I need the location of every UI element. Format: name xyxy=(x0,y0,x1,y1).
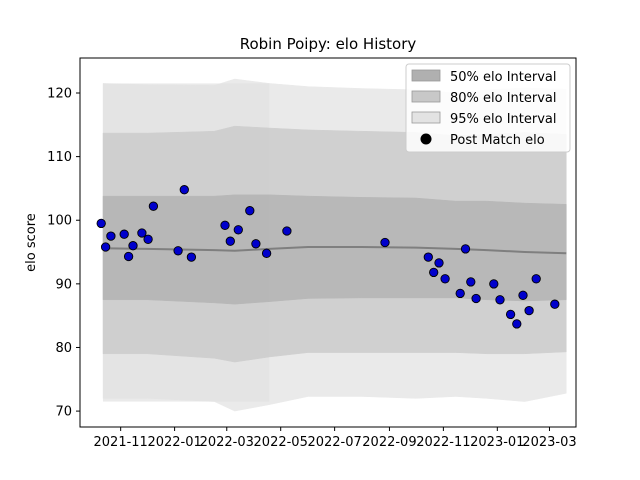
post-match-elo-point xyxy=(123,251,134,262)
legend-label: 50% elo Interval xyxy=(450,70,557,85)
post-match-elo-point xyxy=(489,279,499,289)
post-match-elo-point xyxy=(251,239,261,249)
post-match-elo-point xyxy=(179,185,189,195)
y-tick-label: 110 xyxy=(47,150,72,165)
post-match-elo-point xyxy=(261,248,272,258)
post-match-elo-point xyxy=(282,226,292,236)
x-tick-label: 2023-03 xyxy=(522,435,576,450)
post-match-elo-point xyxy=(148,201,159,211)
y-tick-label: 70 xyxy=(55,405,72,420)
x-tick-label: 2022-07 xyxy=(307,435,361,450)
post-match-elo-point xyxy=(143,234,153,244)
post-match-elo-point xyxy=(119,229,129,239)
x-tick-label: 2022-01 xyxy=(147,435,201,450)
post-match-elo-point xyxy=(128,241,138,251)
post-match-elo-point xyxy=(100,242,111,252)
legend-swatch xyxy=(411,69,441,82)
x-tick-label: 2022-03 xyxy=(200,435,254,450)
post-match-elo-point xyxy=(137,228,147,238)
post-match-elo-point xyxy=(106,231,116,241)
x-tick-label: 2023-01 xyxy=(470,435,524,450)
x-tick-label: 2022-09 xyxy=(362,435,416,450)
legend-swatch xyxy=(411,111,441,124)
post-match-elo-point xyxy=(233,225,243,235)
mean-elo-line xyxy=(102,246,567,255)
legend: 50% elo Interval 80% elo Interval 95% elo … xyxy=(405,63,571,153)
post-match-elo-point xyxy=(471,293,481,304)
axes-frame xyxy=(79,57,577,428)
post-match-elo-point xyxy=(455,288,465,299)
x-tick-label: 2022-05 xyxy=(254,435,308,450)
y-axis-label: elo score xyxy=(24,213,39,272)
post-match-elo-point xyxy=(220,220,230,230)
post-match-elo-point xyxy=(518,290,528,300)
post-match-elo-point xyxy=(531,274,541,284)
post-match-elo-point xyxy=(440,274,450,284)
post-match-elo-point xyxy=(460,244,471,254)
chart-title: Robin Poipy: elo History xyxy=(240,35,417,53)
x-tick-label: 2021-11 xyxy=(94,435,148,450)
post-match-elo-point xyxy=(466,277,476,287)
legend-marker xyxy=(420,133,432,145)
legend-label: 80% elo Interval xyxy=(450,91,557,106)
legend-box xyxy=(405,63,571,153)
post-match-elo-point xyxy=(245,206,255,216)
interval-band-3 xyxy=(102,194,567,305)
legend-label: Post Match elo xyxy=(450,133,545,148)
post-match-elo-point xyxy=(524,305,534,316)
post-match-elo-point xyxy=(550,299,560,309)
post-match-elo-point xyxy=(505,309,516,320)
y-tick-label: 120 xyxy=(47,86,72,101)
post-match-elo-point xyxy=(495,295,505,305)
y-tick-label: 80 xyxy=(55,341,72,356)
x-tick-label: 2022-11 xyxy=(416,435,470,450)
post-match-elo-point xyxy=(96,218,106,229)
post-match-elo-point xyxy=(380,237,390,248)
y-axis: 70 80 90 100 110 120 xyxy=(47,86,80,420)
y-tick-label: 90 xyxy=(55,277,72,292)
y-tick-label: 100 xyxy=(47,214,72,229)
post-match-elo-point xyxy=(225,236,235,246)
plot-area xyxy=(96,78,567,412)
post-match-elo-point xyxy=(423,252,433,262)
post-match-elo-point xyxy=(173,246,183,256)
post-match-elo-point xyxy=(186,252,197,262)
post-match-elo-point xyxy=(434,258,444,268)
legend-label: 95% elo Interval xyxy=(450,112,557,127)
legend-swatch xyxy=(411,90,441,103)
post-match-elo-point xyxy=(512,319,522,329)
post-match-elo-point xyxy=(429,267,439,278)
